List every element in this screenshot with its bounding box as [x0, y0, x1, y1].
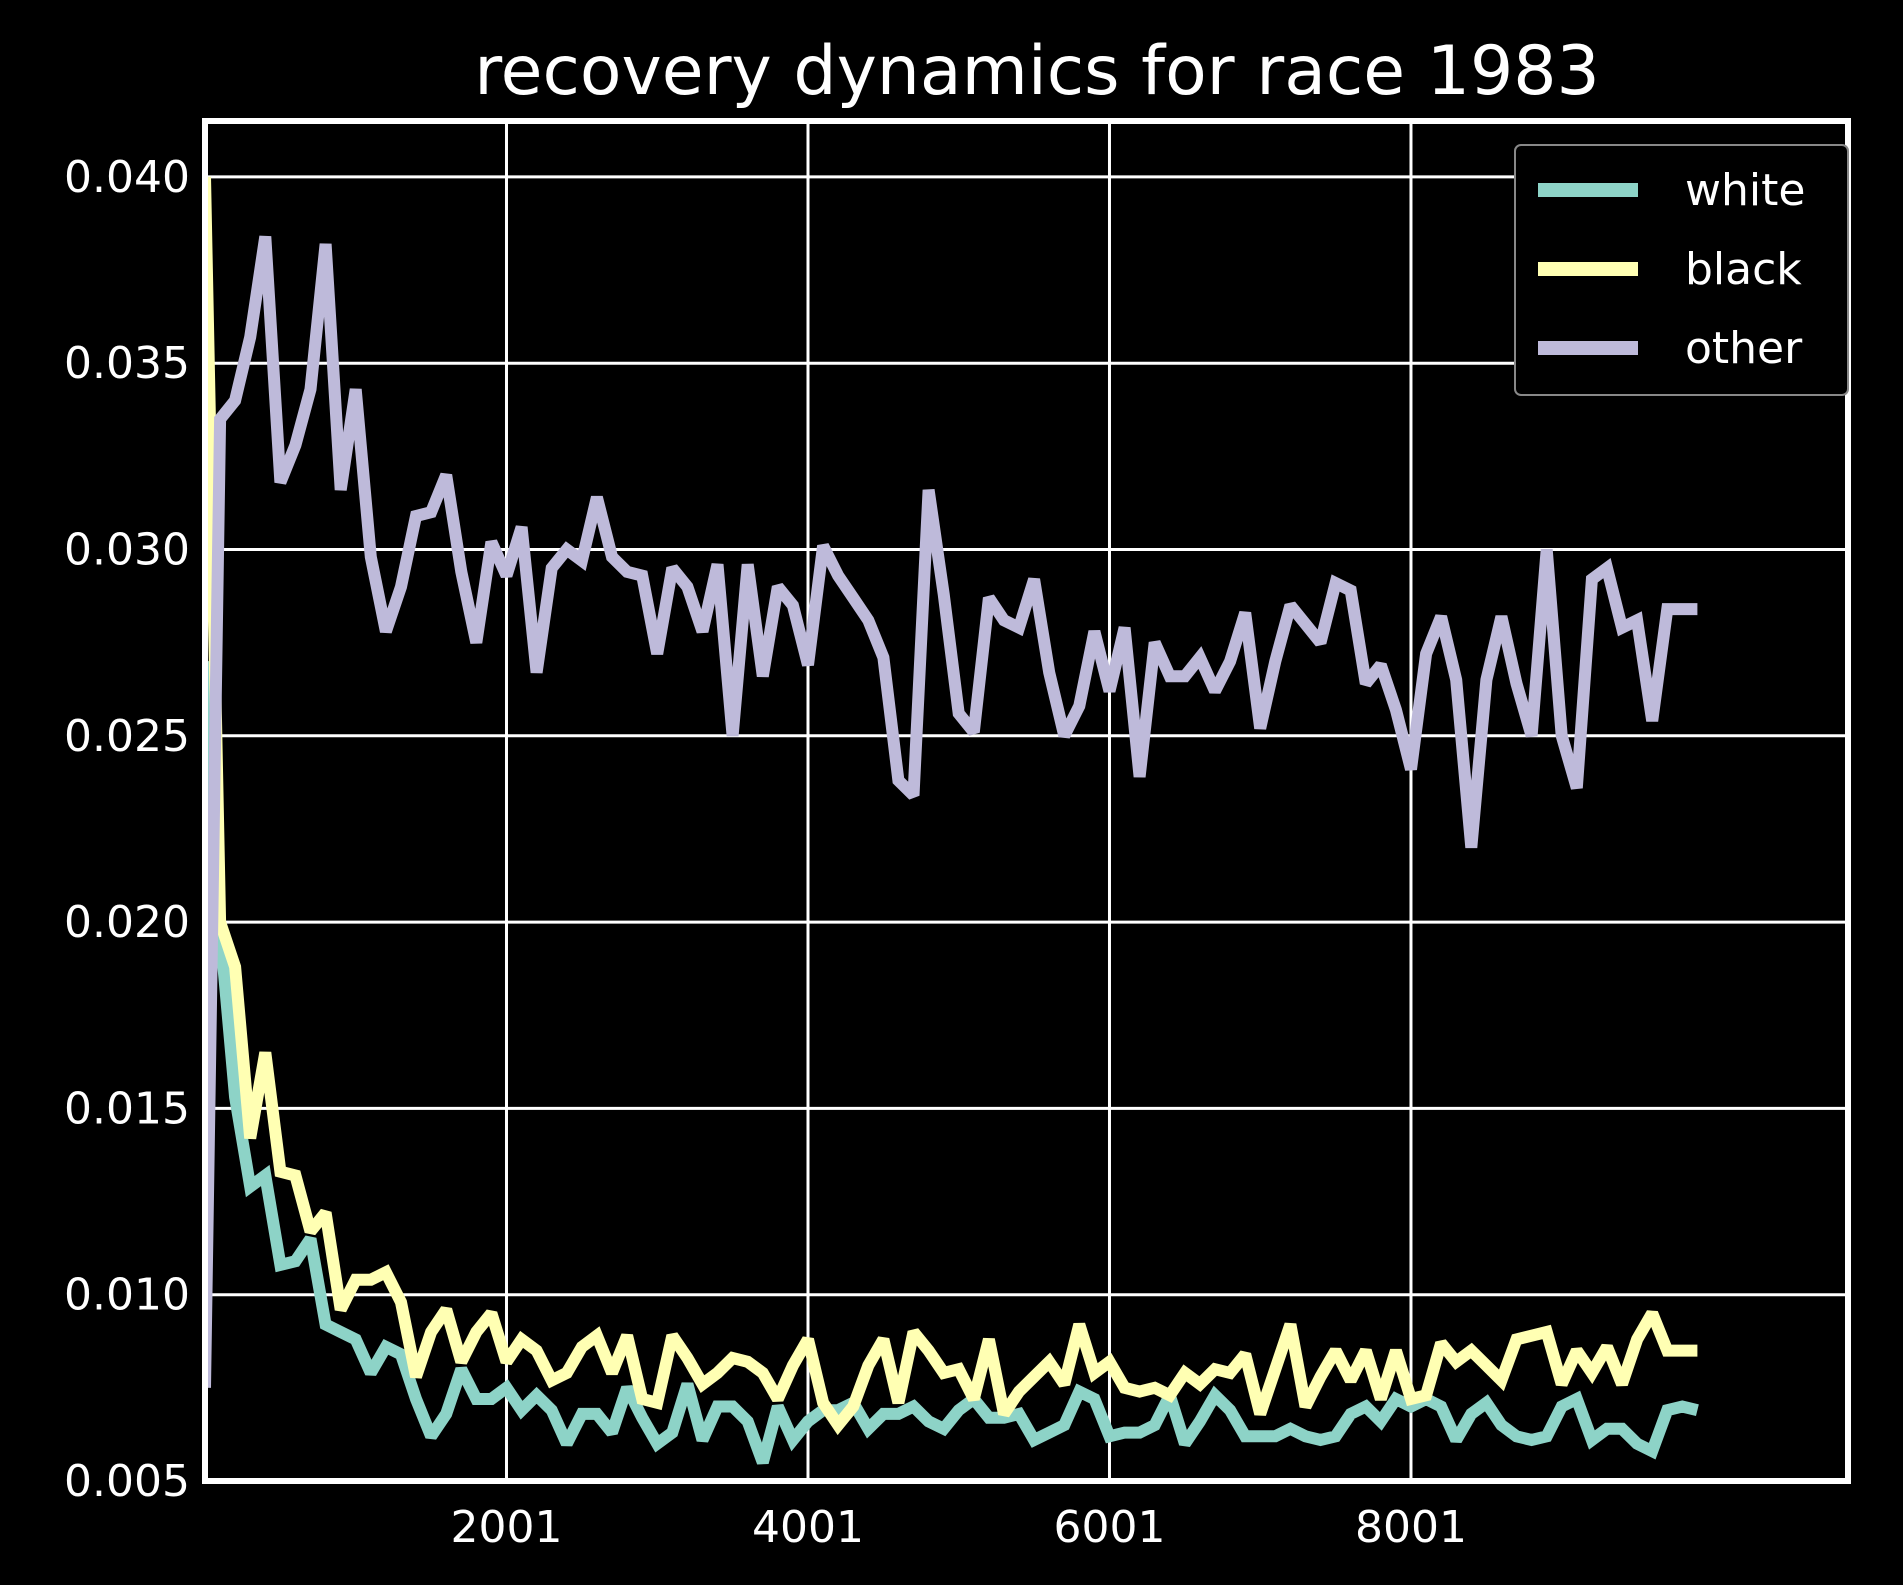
legend: white black other: [1514, 144, 1849, 396]
y-tick-label: 0.040: [64, 152, 190, 203]
legend-box: [1514, 144, 1849, 396]
y-tick-label: 0.030: [64, 524, 190, 575]
y-tick-label: 0.015: [64, 1083, 190, 1134]
y-tick-label: 0.020: [64, 897, 190, 948]
y-tick-label: 0.005: [64, 1456, 190, 1507]
x-tick-label: 6001: [1053, 1502, 1165, 1553]
x-axis: 2001 4001 6001 8001: [451, 1502, 1467, 1553]
legend-label-white: white: [1685, 165, 1805, 216]
plot-frame: [202, 118, 1851, 1484]
y-axis: 0.005 0.010 0.015 0.020 0.025 0.030 0.035 0.040: [64, 152, 190, 1507]
series-layer: [205, 176, 1699, 1465]
series-line-other: [205, 235, 1698, 1388]
legend-label-other: other: [1685, 323, 1803, 374]
y-tick-label: 0.025: [64, 711, 190, 762]
y-tick-label: 0.010: [64, 1270, 190, 1321]
x-tick-label: 2001: [451, 1502, 563, 1553]
series-line-white: [205, 660, 1699, 1465]
chart-title: recovery dynamics for race 1983: [474, 32, 1600, 111]
series-line-black: [205, 176, 1698, 1436]
x-tick-label: 8001: [1355, 1502, 1467, 1553]
grid: [205, 121, 1848, 1483]
x-tick-label: 4001: [752, 1502, 864, 1553]
legend-label-black: black: [1685, 244, 1802, 295]
y-tick-label: 0.035: [64, 338, 190, 389]
